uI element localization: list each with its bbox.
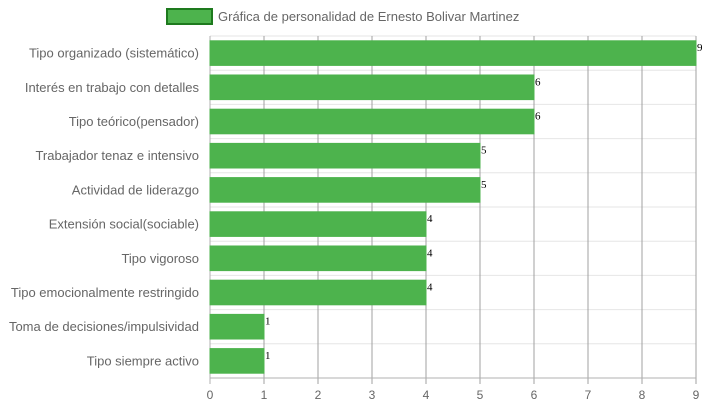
x-tick-label: 5 [477, 388, 484, 402]
data-label: 5 [481, 145, 487, 157]
data-label: 9 [697, 42, 702, 54]
category-label: Tipo organizado (sistemático) [29, 46, 199, 61]
bar [209, 142, 481, 169]
x-tick-label: 0 [207, 388, 214, 402]
bar [209, 40, 697, 66]
bar [209, 245, 427, 272]
category-label: Tipo vigoroso [121, 251, 199, 266]
bar [209, 108, 535, 135]
category-label: Tipo emocionalmente restringido [11, 285, 199, 300]
category-label: Interés en trabajo con detalles [25, 80, 200, 95]
bar [209, 313, 265, 340]
data-label: 4 [427, 213, 433, 225]
legend-swatch [166, 8, 213, 25]
data-label: 6 [535, 111, 541, 123]
category-label: Trabajador tenaz e intensivo [35, 148, 199, 163]
bar [209, 177, 481, 203]
data-label: 1 [265, 350, 271, 362]
data-label: 6 [535, 76, 541, 88]
x-tick-label: 3 [369, 388, 376, 402]
category-label: Actividad de liderazgo [72, 182, 199, 197]
bar [209, 74, 535, 101]
x-tick-label: 8 [639, 388, 646, 402]
bar [209, 279, 427, 306]
x-tick-label: 2 [315, 388, 322, 402]
legend-label: Gráfica de personalidad de Ernesto Boliv… [218, 9, 519, 24]
x-tick-label: 7 [585, 388, 592, 402]
data-label: 4 [427, 282, 433, 294]
category-label: Tipo teórico(pensador) [69, 114, 199, 129]
category-labels: Tipo organizado (sistemático) Interés en … [9, 46, 200, 369]
legend[interactable]: Gráfica de personalidad de Ernesto Boliv… [166, 8, 519, 25]
x-axis-ticks: 0 1 2 3 4 5 6 7 8 9 [207, 388, 700, 402]
bars [209, 40, 697, 374]
bar [209, 211, 427, 237]
category-label: Tipo siempre activo [87, 353, 199, 368]
data-labels: 9 6 6 5 5 4 4 4 1 1 [265, 42, 702, 362]
category-label: Extensión social(sociable) [49, 217, 199, 232]
data-label: 5 [481, 179, 487, 191]
x-tick-label: 9 [693, 388, 700, 402]
x-tick-label: 4 [423, 388, 430, 402]
x-tick-label: 1 [261, 388, 268, 402]
category-label: Toma de decisiones/impulsividad [9, 319, 199, 334]
data-label: 4 [427, 247, 433, 259]
x-tick-label: 6 [531, 388, 538, 402]
bar [209, 348, 265, 374]
data-label: 1 [265, 316, 271, 328]
